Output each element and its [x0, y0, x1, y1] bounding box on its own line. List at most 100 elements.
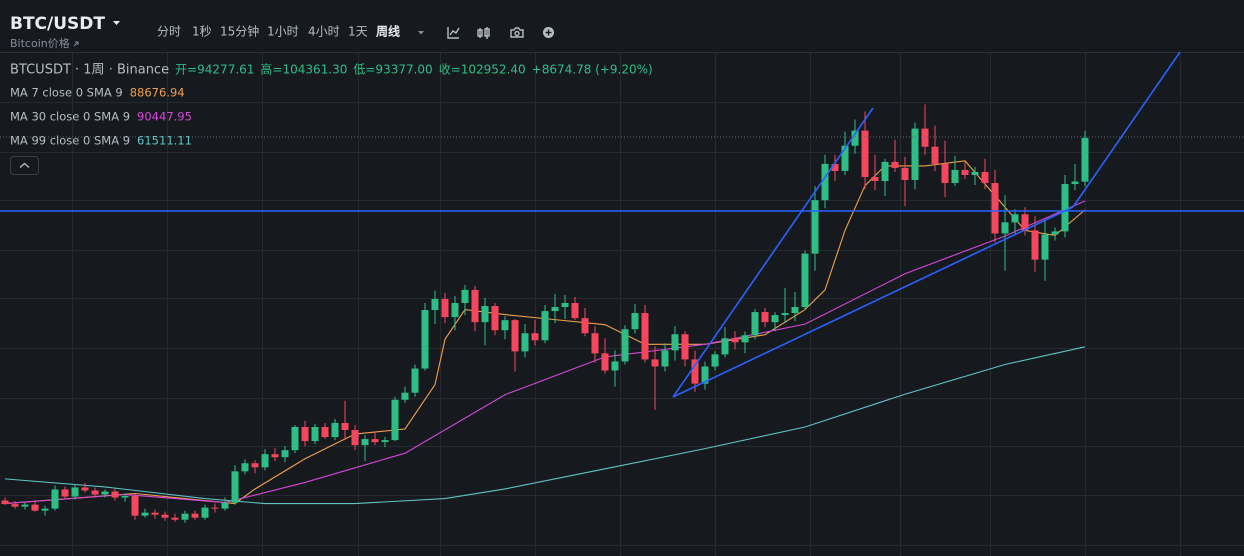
candle-body	[601, 353, 609, 371]
indicator-icon[interactable]	[447, 27, 460, 39]
candle-body	[881, 161, 889, 182]
candle-body	[321, 426, 329, 438]
candle-body	[21, 504, 29, 507]
candle-body	[701, 366, 709, 384]
price-change: +8674.78 (+9.20%)	[532, 63, 653, 77]
candle-body	[921, 128, 929, 147]
interval-button[interactable]: 4小时	[308, 25, 340, 39]
candle-body	[671, 334, 679, 351]
toolbar-icons	[447, 27, 554, 39]
screenshot-icon[interactable]	[510, 27, 524, 38]
interval-button[interactable]: 1天	[348, 25, 368, 39]
trend-line-drawing[interactable]	[1072, 51, 1181, 208]
candle-body	[1051, 231, 1059, 235]
candle-body	[111, 491, 119, 498]
candle-body	[251, 463, 259, 468]
candle-body	[1071, 181, 1079, 185]
candle-body	[391, 399, 399, 441]
candle-body	[281, 450, 289, 458]
candle-body	[981, 171, 989, 184]
candle-body	[261, 454, 269, 468]
candle-body	[801, 253, 809, 308]
candle-body	[581, 318, 589, 334]
candle-body	[371, 439, 379, 443]
ohlc-field: 开=94277.61	[175, 63, 254, 77]
candle-body	[1081, 137, 1089, 182]
interval-button[interactable]: 1秒	[192, 25, 212, 39]
candle-body	[711, 354, 719, 367]
candle-body	[351, 430, 359, 446]
chart-type-icon[interactable]	[477, 27, 490, 39]
ohlc-field: 低=93377.00	[353, 63, 432, 77]
candle-body	[161, 514, 169, 518]
candle-body	[121, 496, 129, 498]
candle-body	[761, 312, 769, 323]
candle-body	[1031, 230, 1039, 260]
more-intervals[interactable]	[418, 31, 424, 35]
candle-body	[561, 302, 569, 308]
candle-body	[151, 512, 159, 515]
candle-body	[271, 454, 279, 458]
interval-button[interactable]: 分时	[157, 25, 181, 39]
indicator-name[interactable]: MA 30 close 0 SMA 9	[10, 110, 130, 124]
candle-body	[291, 426, 299, 451]
candle-body	[451, 302, 459, 318]
candle-body	[781, 313, 789, 316]
ohlc-field: 收=102952.40	[439, 63, 526, 77]
candle-body	[471, 289, 479, 323]
candle-body	[971, 171, 979, 175]
candle-body	[931, 146, 939, 164]
candle-body	[141, 512, 149, 516]
candle-body	[241, 463, 249, 472]
candle-body	[211, 507, 219, 509]
legend-symbol: BTCUSDT · 1周 · Binance	[10, 63, 169, 78]
candle-body	[511, 320, 519, 352]
candle-body	[231, 471, 239, 503]
candle-body	[481, 306, 489, 323]
candle-body	[461, 289, 469, 303]
candle-body	[421, 310, 429, 369]
candle-body	[831, 163, 839, 171]
candle-body	[331, 422, 339, 438]
candle-body	[531, 333, 539, 341]
indicator-value: 61511.11	[137, 134, 192, 148]
pair-dropdown[interactable]	[113, 21, 120, 25]
candle-body	[871, 176, 879, 182]
candle-body	[101, 491, 109, 495]
interval-toolbar: 分时 1秒 15分钟 1小时 4小时 1天 周线	[157, 24, 400, 39]
candle-body	[221, 502, 229, 509]
candle-body	[621, 329, 629, 362]
candle-body	[411, 368, 419, 393]
candle-body	[81, 487, 89, 491]
candle-body	[71, 487, 79, 497]
candle-body	[501, 320, 509, 331]
trend-line-drawing[interactable]	[672, 107, 874, 398]
candle-body	[771, 315, 779, 323]
interval-button[interactable]: 1小时	[267, 25, 299, 39]
collapse-button[interactable]	[10, 156, 39, 175]
interval-button[interactable]: 15分钟	[220, 24, 259, 39]
pair-subtitle[interactable]: Bitcoin价格	[10, 36, 70, 50]
user-drawings	[0, 51, 1244, 398]
candle-body	[851, 130, 859, 146]
candle-body	[841, 145, 849, 171]
pair-title[interactable]: BTC/USDT	[10, 14, 105, 34]
candle-body	[441, 298, 449, 318]
ohlc-field: 高=104361.30	[260, 62, 347, 77]
candle-body	[681, 334, 689, 360]
trend-line-drawing[interactable]	[672, 206, 1074, 398]
indicator-name[interactable]: MA 99 close 0 SMA 9	[10, 134, 130, 148]
moving-average-line	[4, 200, 1086, 505]
candle-body	[631, 313, 639, 330]
interval-button[interactable]: 周线	[376, 24, 400, 39]
candle-body	[941, 163, 949, 184]
candle-body	[31, 504, 39, 511]
candle-body	[191, 513, 199, 518]
indicator-name[interactable]: MA 7 close 0 SMA 9	[10, 86, 123, 100]
candle-body	[821, 163, 829, 201]
candle-body	[651, 359, 659, 367]
candle-body	[1011, 214, 1019, 223]
collapse-icon	[19, 162, 30, 168]
candle-body	[381, 440, 389, 443]
